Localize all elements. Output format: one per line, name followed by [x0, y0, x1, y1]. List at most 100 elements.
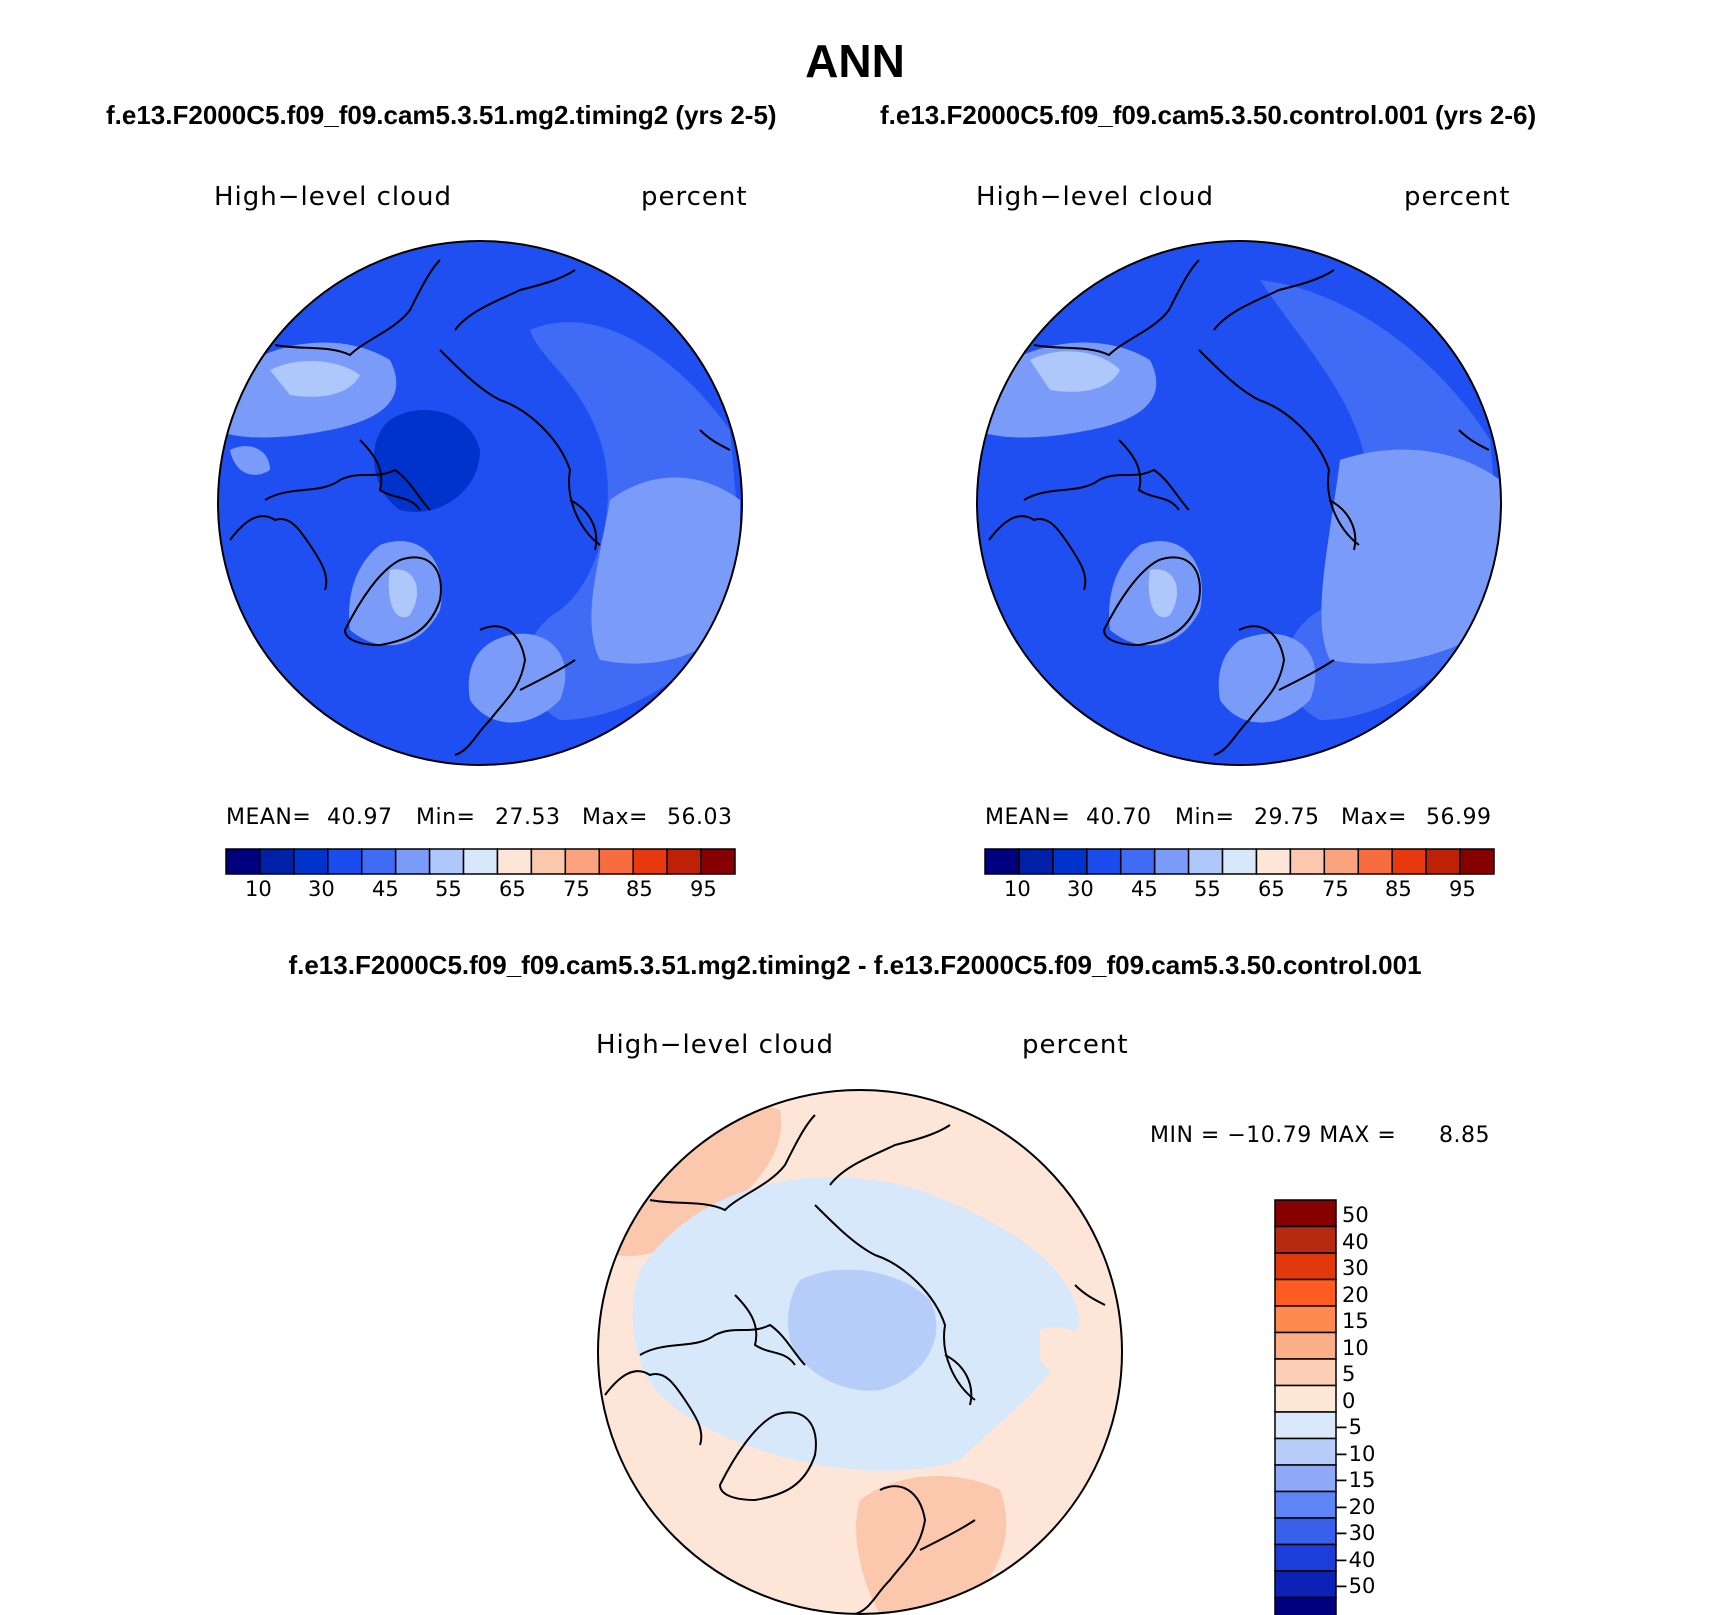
colorbar-segment — [700, 848, 736, 875]
colorbar-segment — [1274, 1543, 1337, 1572]
cb-diff-tick: 15 — [1342, 1309, 1369, 1333]
colorbar-right — [984, 848, 1495, 875]
diff-minmax-label: MIN = −10.79 MAX = — [1150, 1123, 1397, 1148]
colorbar-segment — [327, 848, 363, 875]
polar-map-right — [977, 241, 1501, 765]
mean-value-right: 40.70 — [1086, 805, 1152, 830]
page-title: ANN — [805, 35, 905, 87]
cb-left-tick: 65 — [499, 877, 526, 901]
cb-diff-tick: −10 — [1331, 1442, 1376, 1466]
units-label-diff: percent — [1022, 1030, 1129, 1060]
polar-map-diff — [598, 1090, 1122, 1614]
colorbar-segment — [394, 848, 431, 875]
colorbar-diff — [1274, 1199, 1337, 1615]
cb-diff-tick: 30 — [1342, 1256, 1369, 1280]
colorbar-segment — [564, 848, 601, 875]
colorbar-segment — [1323, 848, 1360, 875]
colorbar-segment — [1289, 848, 1326, 875]
cb-diff-tick: −50 — [1331, 1574, 1376, 1598]
colorbar-segment — [1274, 1305, 1337, 1334]
cb-diff-tick: −20 — [1331, 1495, 1376, 1519]
colorbar-segment — [360, 848, 397, 875]
colorbar-segment — [666, 848, 702, 875]
case-title-right: f.e13.F2000C5.f09_f09.cam5.3.50.control.… — [880, 100, 1537, 130]
variable-label-left: High−level cloud — [214, 182, 453, 212]
colorbar-segment — [1221, 848, 1258, 875]
cb-diff-tick: −30 — [1331, 1521, 1376, 1545]
cb-left-tick: 85 — [626, 877, 653, 901]
colorbar-segment — [1274, 1199, 1337, 1228]
colorbar-segment — [984, 848, 1020, 875]
diff-title: f.e13.F2000C5.f09_f09.cam5.3.51.mg2.timi… — [288, 950, 1422, 980]
colorbar-segment — [1274, 1411, 1337, 1440]
mean-label-left: MEAN= — [226, 805, 312, 830]
colorbar-segment — [1274, 1464, 1337, 1493]
colorbar-segment — [1274, 1384, 1337, 1413]
colorbar-left — [225, 848, 736, 875]
cb-left-tick: 30 — [308, 877, 335, 901]
colorbar-segment — [293, 848, 329, 875]
map-border-right — [976, 240, 1502, 766]
units-label-right: percent — [1404, 182, 1511, 212]
variable-label-diff: High−level cloud — [596, 1030, 835, 1060]
polar-map-left — [218, 241, 742, 765]
colorbar-segment — [1357, 848, 1393, 875]
cb-right-tick: 55 — [1194, 877, 1221, 901]
cb-left-tick: 75 — [563, 877, 590, 901]
colorbar-segment — [1119, 848, 1156, 875]
colorbar-segment — [259, 848, 295, 875]
cb-diff-tick: 10 — [1342, 1336, 1369, 1360]
cb-diff-tick: −40 — [1331, 1548, 1376, 1572]
colorbar-segment — [1274, 1517, 1337, 1546]
colorbar-segment — [1274, 1596, 1337, 1615]
cb-right-tick: 85 — [1385, 877, 1412, 901]
colorbar-segment — [1459, 848, 1495, 875]
colorbar-segment — [632, 848, 668, 875]
units-label-left: percent — [641, 182, 748, 212]
cb-left-tick: 55 — [435, 877, 462, 901]
cb-right-tick: 75 — [1322, 877, 1349, 901]
colorbar-segment — [1391, 848, 1427, 875]
cb-left-tick: 45 — [372, 877, 399, 901]
colorbar-segment — [428, 848, 465, 875]
colorbar-segment — [530, 848, 567, 875]
cb-left-tick: 95 — [690, 877, 717, 901]
variable-label-right: High−level cloud — [976, 182, 1215, 212]
colorbar-segment — [1274, 1225, 1337, 1254]
diff-max-value: 8.85 — [1439, 1123, 1490, 1148]
map-border-diff — [597, 1089, 1123, 1615]
colorbar-segment — [1425, 848, 1461, 875]
colorbar-segment — [1052, 848, 1088, 875]
max-value-left: 56.03 — [667, 805, 733, 830]
cb-diff-tick: 0 — [1342, 1389, 1356, 1413]
max-value-right: 56.99 — [1426, 805, 1492, 830]
colorbar-segment — [598, 848, 634, 875]
cb-right-tick: 45 — [1131, 877, 1158, 901]
min-value-right: 29.75 — [1254, 805, 1320, 830]
colorbar-segment — [462, 848, 499, 875]
cb-right-tick: 95 — [1449, 877, 1476, 901]
cb-right-tick: 65 — [1258, 877, 1285, 901]
colorbar-segment — [1274, 1331, 1337, 1360]
colorbar-segment — [1274, 1278, 1337, 1307]
cb-diff-tick: 50 — [1342, 1203, 1369, 1227]
colorbar-segment — [1274, 1490, 1337, 1519]
cb-diff-tick: 40 — [1342, 1230, 1369, 1254]
colorbar-segment — [1153, 848, 1190, 875]
mean-label-right: MEAN= — [985, 805, 1071, 830]
cb-diff-tick: 5 — [1342, 1362, 1356, 1386]
min-label-right: Min= — [1175, 805, 1235, 830]
colorbar-segment — [1187, 848, 1224, 875]
cb-right-tick: 30 — [1067, 877, 1094, 901]
colorbar-segment — [1274, 1358, 1337, 1387]
colorbar-segment — [225, 848, 261, 875]
colorbar-segment — [1274, 1252, 1337, 1281]
mean-value-left: 40.97 — [327, 805, 393, 830]
min-value-left: 27.53 — [495, 805, 561, 830]
case-title-left: f.e13.F2000C5.f09_f09.cam5.3.51.mg2.timi… — [106, 100, 777, 130]
colorbar-segment — [1018, 848, 1054, 875]
colorbar-segment — [1274, 1437, 1337, 1466]
max-label-left: Max= — [582, 805, 648, 830]
cb-right-tick: 10 — [1004, 877, 1031, 901]
